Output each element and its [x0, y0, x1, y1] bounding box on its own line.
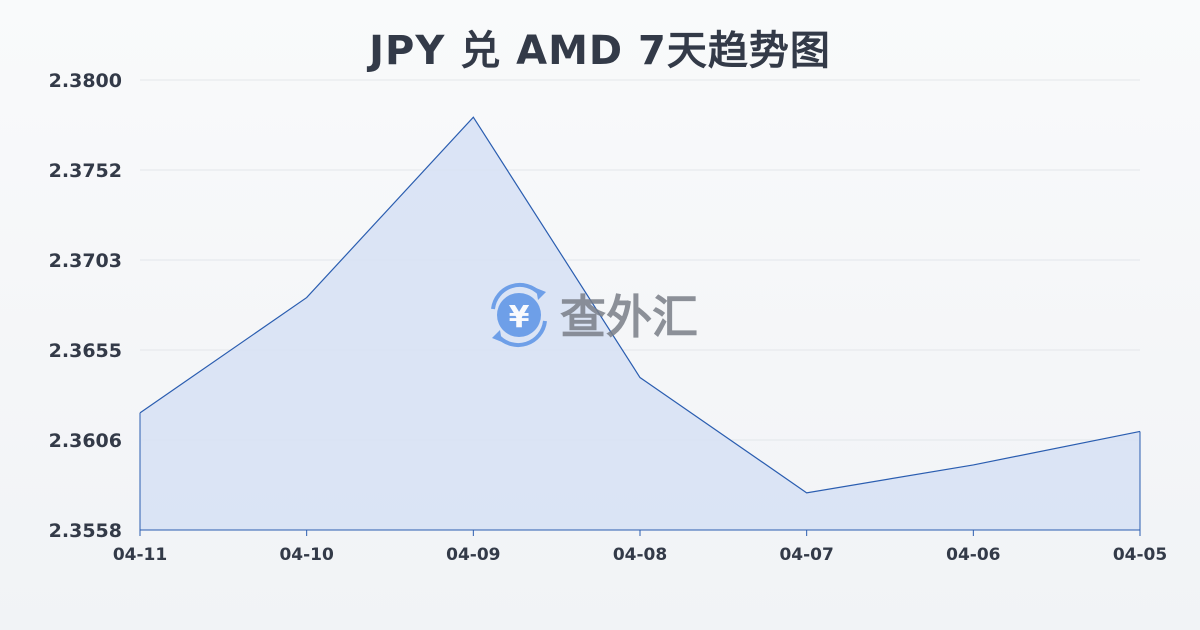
y-tick-label: 2.3703 — [49, 250, 122, 272]
x-tick-label: 04-06 — [946, 545, 1000, 565]
x-tick-label: 04-08 — [613, 545, 667, 565]
series-line — [139, 116, 1141, 494]
x-tick-label: 04-07 — [779, 545, 833, 565]
watermark: ¥ 查外汇 — [491, 283, 698, 347]
y-tick-label: 2.3752 — [49, 160, 122, 182]
y-tick-label: 2.3800 — [49, 70, 122, 92]
x-axis: 04-11 04-10 04-09 04-08 04-07 04-06 04-05 — [113, 530, 1167, 565]
yen-exchange-icon: ¥ — [491, 283, 547, 347]
x-tick-label: 04-10 — [279, 545, 334, 565]
chart-title: JPY 兑 AMD 7天趋势图 — [369, 28, 831, 74]
x-tick-label: 04-09 — [446, 545, 500, 565]
y-tick-label: 2.3558 — [49, 520, 122, 542]
series-area — [140, 117, 1140, 530]
x-tick-label: 04-11 — [113, 545, 167, 565]
y-axis: 2.3800 2.3752 2.3703 2.3655 2.3606 2.3558 — [49, 70, 122, 542]
x-tick-label: 04-05 — [1113, 545, 1167, 565]
svg-text:¥: ¥ — [509, 300, 530, 335]
y-tick-label: 2.3606 — [49, 430, 122, 452]
watermark-text: 查外汇 — [560, 290, 698, 344]
y-tick-label: 2.3655 — [49, 340, 122, 362]
